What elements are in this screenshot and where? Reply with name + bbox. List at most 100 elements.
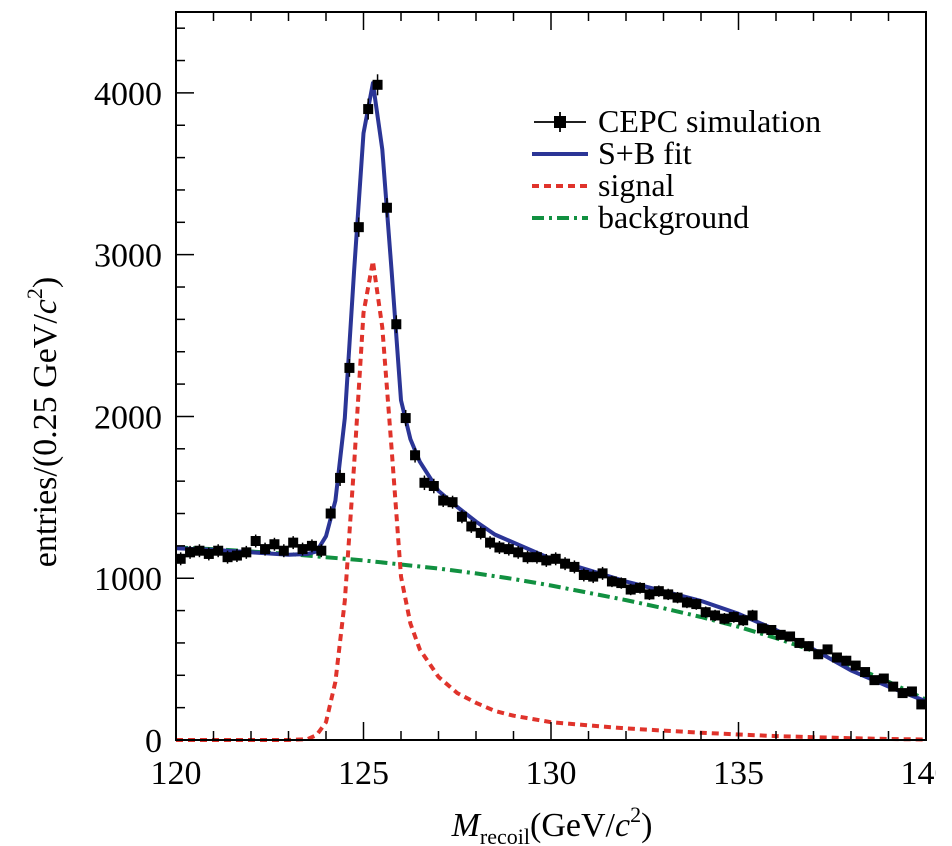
data-point-marker	[231, 550, 242, 561]
data-point	[663, 588, 674, 601]
data-point	[597, 566, 608, 580]
y-tick-label: 1000	[94, 561, 162, 598]
data-point-marker	[691, 599, 702, 610]
data-point-marker	[822, 644, 833, 655]
data-point-marker	[344, 362, 355, 373]
data-point	[644, 588, 655, 601]
data-point-marker	[531, 552, 542, 563]
data-point-marker	[353, 222, 364, 233]
x-axis-title-sub: recoil	[480, 824, 530, 846]
data-point	[606, 575, 617, 588]
data-point-marker	[391, 319, 402, 330]
y-axis-title-close: )	[27, 277, 64, 288]
data-point	[550, 552, 561, 566]
data-point	[485, 536, 496, 550]
data-point	[400, 409, 411, 427]
data-point	[747, 609, 758, 622]
x-axis-title: Mrecoil(GeV/c2)	[451, 802, 653, 846]
data-point-marker	[569, 561, 580, 572]
data-point	[269, 537, 280, 551]
data-point	[878, 673, 889, 684]
data-point	[513, 545, 524, 559]
x-tick-label: 125	[338, 755, 389, 792]
data-point	[466, 519, 477, 533]
data-point-marker	[813, 649, 824, 660]
data-point-marker	[653, 586, 664, 597]
data-point	[231, 549, 242, 563]
data-point-marker	[625, 584, 636, 595]
data-point	[250, 534, 261, 548]
data-point-marker	[438, 495, 449, 506]
data-point	[653, 585, 664, 597]
x-axis-title-c: c	[615, 807, 630, 844]
data-point	[794, 637, 805, 648]
x-axis-title-main: M	[451, 807, 482, 844]
data-point-marker	[466, 521, 477, 532]
data-point	[906, 686, 917, 697]
data-point	[175, 552, 186, 566]
data-point	[775, 629, 786, 640]
data-point-marker	[372, 79, 383, 90]
data-point-marker	[728, 612, 739, 623]
data-point	[260, 542, 271, 556]
data-point	[616, 577, 627, 589]
data-point-marker	[850, 660, 861, 671]
data-point	[213, 544, 224, 558]
data-point-marker	[775, 629, 786, 640]
data-point	[738, 614, 749, 626]
data-point-marker	[456, 511, 467, 522]
data-point	[700, 606, 711, 618]
data-point	[363, 98, 374, 120]
data-point-marker	[578, 569, 589, 580]
data-point-marker	[747, 610, 758, 621]
data-point	[203, 547, 214, 561]
x-tick-label: 120	[151, 755, 202, 792]
data-point-marker	[194, 545, 205, 556]
data-point-marker	[681, 597, 692, 608]
y-axis-title: entries/(0.25 GeV/c2)	[22, 277, 64, 567]
data-point-marker	[616, 578, 627, 589]
data-point	[560, 557, 571, 571]
legend-label: signal	[598, 167, 675, 203]
data-point	[588, 570, 599, 584]
data-point-marker	[588, 571, 599, 582]
data-point-marker	[297, 544, 308, 555]
data-point-marker	[325, 508, 336, 519]
data-point	[344, 359, 355, 377]
data-point-marker	[410, 450, 421, 461]
data-point-marker	[738, 615, 749, 626]
data-point-marker	[541, 555, 552, 566]
data-point	[869, 675, 880, 686]
data-point-marker	[185, 547, 196, 558]
data-point	[475, 526, 486, 540]
legend-swatch-marker	[554, 116, 566, 128]
data-point	[456, 510, 467, 524]
data-point-marker	[756, 623, 767, 634]
data-point	[306, 539, 317, 553]
x-tick-label: 130	[526, 755, 577, 792]
data-point	[503, 542, 514, 556]
data-point-marker	[250, 536, 261, 547]
data-point-marker	[494, 542, 505, 553]
data-point	[522, 550, 533, 564]
data-point-marker	[550, 553, 561, 564]
data-point	[625, 583, 636, 596]
data-point	[578, 568, 589, 582]
data-point	[241, 545, 252, 559]
data-point-marker	[888, 681, 899, 692]
legend-item-cepc-simulation: CEPC simulation	[534, 103, 821, 139]
data-point-marker	[260, 544, 271, 555]
data-point	[756, 623, 767, 634]
data-point-marker	[710, 610, 721, 621]
x-tick-label: 135	[713, 755, 764, 792]
y-tick-label: 4000	[94, 76, 162, 113]
data-point-marker	[175, 553, 186, 564]
data-point	[494, 541, 505, 554]
data-point-marker	[860, 667, 871, 678]
legend-label: CEPC simulation	[598, 103, 821, 139]
data-point-marker	[803, 641, 814, 652]
data-point-marker	[831, 652, 842, 663]
data-point	[447, 495, 458, 509]
